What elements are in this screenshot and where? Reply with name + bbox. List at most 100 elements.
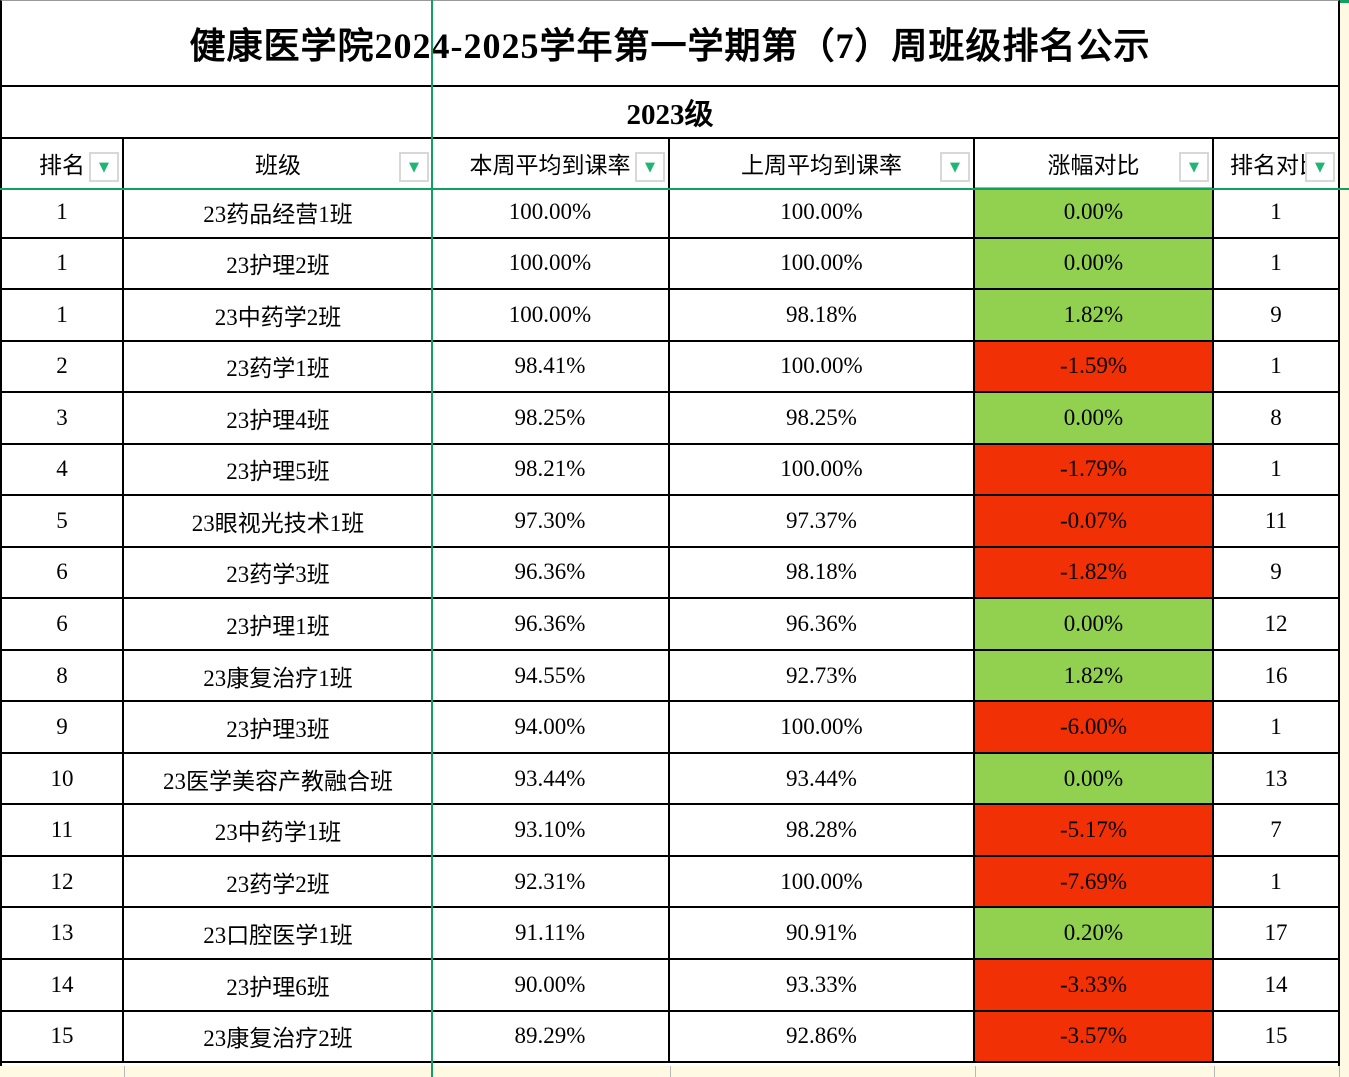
- this-week-rate-cell[interactable]: 91.11%: [432, 908, 670, 958]
- rank-cell[interactable]: 3: [2, 393, 124, 443]
- filter-button-rank-compare[interactable]: ▼: [1305, 152, 1335, 182]
- rank-cell[interactable]: 9: [2, 702, 124, 752]
- last-week-rate-cell[interactable]: 100.00%: [670, 856, 975, 907]
- last-week-rate-cell[interactable]: 98.25%: [670, 393, 975, 443]
- rank-cell[interactable]: 10: [2, 753, 124, 804]
- last-week-rate-cell[interactable]: 100.00%: [670, 444, 975, 495]
- rank-cell[interactable]: 13: [2, 908, 124, 958]
- class-name-cell[interactable]: 23眼视光技术1班: [191, 510, 365, 536]
- last-week-rate-cell[interactable]: 96.36%: [670, 599, 975, 649]
- class-name-cell[interactable]: 23药学2班: [226, 871, 330, 897]
- last-week-rate-cell[interactable]: 93.44%: [670, 753, 975, 804]
- class-name-cell[interactable]: 23护理2班: [226, 253, 330, 279]
- rank-cell[interactable]: 11: [2, 805, 124, 855]
- last-week-rate-cell[interactable]: 92.73%: [670, 650, 975, 701]
- class-name-cell[interactable]: 23药学3班: [226, 562, 330, 588]
- rank-compare-cell[interactable]: 11: [1264, 507, 1288, 533]
- rank-compare-cell[interactable]: 7: [1270, 817, 1282, 843]
- change-cell[interactable]: 0.00%: [975, 753, 1214, 804]
- change-cell[interactable]: -6.00%: [975, 702, 1214, 752]
- this-week-rate-cell[interactable]: 98.21%: [432, 444, 670, 495]
- last-week-rate-cell[interactable]: 100.00%: [670, 341, 975, 392]
- class-name-cell[interactable]: 23康复治疗2班: [203, 1026, 353, 1052]
- class-name-cell[interactable]: 23护理6班: [226, 974, 330, 1000]
- filter-button-rank[interactable]: ▼: [89, 152, 119, 182]
- class-name-cell[interactable]: 23药学1班: [226, 356, 330, 382]
- this-week-rate-cell[interactable]: 98.41%: [432, 341, 670, 392]
- rank-compare-cell[interactable]: 13: [1264, 765, 1288, 791]
- this-week-rate-cell[interactable]: 93.10%: [432, 805, 670, 855]
- filter-button-class-name[interactable]: ▼: [399, 152, 429, 182]
- rank-cell[interactable]: 5: [2, 496, 124, 546]
- change-cell[interactable]: 1.82%: [975, 650, 1214, 701]
- rank-compare-cell[interactable]: 16: [1264, 662, 1288, 688]
- class-name-cell[interactable]: 23护理1班: [226, 614, 330, 640]
- last-week-rate-cell[interactable]: 100.00%: [670, 702, 975, 752]
- change-cell[interactable]: -7.69%: [975, 856, 1214, 907]
- last-week-rate-cell[interactable]: 93.33%: [670, 959, 975, 1010]
- class-name-cell[interactable]: 23护理5班: [226, 459, 330, 485]
- rank-cell[interactable]: 1: [2, 290, 124, 340]
- change-cell[interactable]: 0.00%: [975, 187, 1214, 237]
- column-header-class-name[interactable]: 班级 ▼: [124, 139, 432, 187]
- rank-cell[interactable]: 12: [2, 856, 124, 907]
- rank-cell[interactable]: 4: [2, 444, 124, 495]
- rank-cell[interactable]: 6: [2, 547, 124, 598]
- change-cell[interactable]: 0.20%: [975, 908, 1214, 958]
- filter-button-this-week-rate[interactable]: ▼: [635, 152, 665, 182]
- class-name-cell[interactable]: 23口腔医学1班: [203, 923, 353, 949]
- rank-compare-cell[interactable]: 1: [1270, 868, 1282, 894]
- rank-compare-cell[interactable]: 1: [1270, 456, 1282, 482]
- change-cell[interactable]: -1.59%: [975, 341, 1214, 392]
- this-week-rate-cell[interactable]: 98.25%: [432, 393, 670, 443]
- rank-compare-cell[interactable]: 1: [1270, 198, 1282, 224]
- filter-button-last-week-rate[interactable]: ▼: [940, 152, 970, 182]
- this-week-rate-cell[interactable]: 100.00%: [432, 238, 670, 289]
- column-header-last-week-rate[interactable]: 上周平均到课率 ▼: [670, 139, 975, 187]
- rank-cell[interactable]: 6: [2, 599, 124, 649]
- this-week-rate-cell[interactable]: 96.36%: [432, 599, 670, 649]
- class-name-cell[interactable]: 23医学美容产教融合班: [163, 768, 393, 794]
- this-week-rate-cell[interactable]: 100.00%: [432, 187, 670, 237]
- column-header-change[interactable]: 涨幅对比 ▼: [975, 139, 1214, 187]
- change-cell[interactable]: 0.00%: [975, 238, 1214, 289]
- last-week-rate-cell[interactable]: 98.18%: [670, 290, 975, 340]
- rank-compare-cell[interactable]: 8: [1270, 404, 1282, 430]
- rank-cell[interactable]: 1: [2, 187, 124, 237]
- last-week-rate-cell[interactable]: 98.28%: [670, 805, 975, 855]
- rank-compare-cell[interactable]: 1: [1270, 353, 1282, 379]
- rank-cell[interactable]: 2: [2, 341, 124, 392]
- class-name-cell[interactable]: 23药品经营1班: [203, 201, 353, 227]
- rank-compare-cell[interactable]: 9: [1270, 301, 1282, 327]
- rank-cell[interactable]: 15: [2, 1011, 124, 1062]
- this-week-rate-cell[interactable]: 94.00%: [432, 702, 670, 752]
- rank-compare-cell[interactable]: 12: [1264, 611, 1288, 637]
- column-header-rank[interactable]: 排名 ▼: [2, 139, 124, 187]
- change-cell[interactable]: 0.00%: [975, 599, 1214, 649]
- rank-compare-cell[interactable]: 14: [1264, 971, 1288, 997]
- change-cell[interactable]: -3.57%: [975, 1011, 1214, 1062]
- this-week-rate-cell[interactable]: 94.55%: [432, 650, 670, 701]
- this-week-rate-cell[interactable]: 92.31%: [432, 856, 670, 907]
- rank-compare-cell[interactable]: 9: [1270, 559, 1282, 585]
- last-week-rate-cell[interactable]: 97.37%: [670, 496, 975, 546]
- this-week-rate-cell[interactable]: 90.00%: [432, 959, 670, 1010]
- subtitle-row[interactable]: 2023级: [2, 87, 1338, 139]
- class-name-cell[interactable]: 23护理3班: [226, 717, 330, 743]
- rank-compare-cell[interactable]: 1: [1270, 714, 1282, 740]
- title-row[interactable]: 健康医学院2024-2025学年第一学期第（7）周班级排名公示: [2, 1, 1338, 87]
- last-week-rate-cell[interactable]: 90.91%: [670, 908, 975, 958]
- rank-cell[interactable]: 1: [2, 238, 124, 289]
- class-name-cell[interactable]: 23中药学1班: [214, 820, 342, 846]
- rank-compare-cell[interactable]: 15: [1264, 1023, 1288, 1049]
- rank-compare-cell[interactable]: 1: [1270, 250, 1282, 276]
- class-name-cell[interactable]: 23康复治疗1班: [203, 665, 353, 691]
- last-week-rate-cell[interactable]: 92.86%: [670, 1011, 975, 1062]
- change-cell[interactable]: -1.79%: [975, 444, 1214, 495]
- rank-cell[interactable]: 8: [2, 650, 124, 701]
- last-week-rate-cell[interactable]: 98.18%: [670, 547, 975, 598]
- this-week-rate-cell[interactable]: 96.36%: [432, 547, 670, 598]
- class-name-cell[interactable]: 23护理4班: [226, 407, 330, 433]
- change-cell[interactable]: -3.33%: [975, 959, 1214, 1010]
- change-cell[interactable]: 1.82%: [975, 290, 1214, 340]
